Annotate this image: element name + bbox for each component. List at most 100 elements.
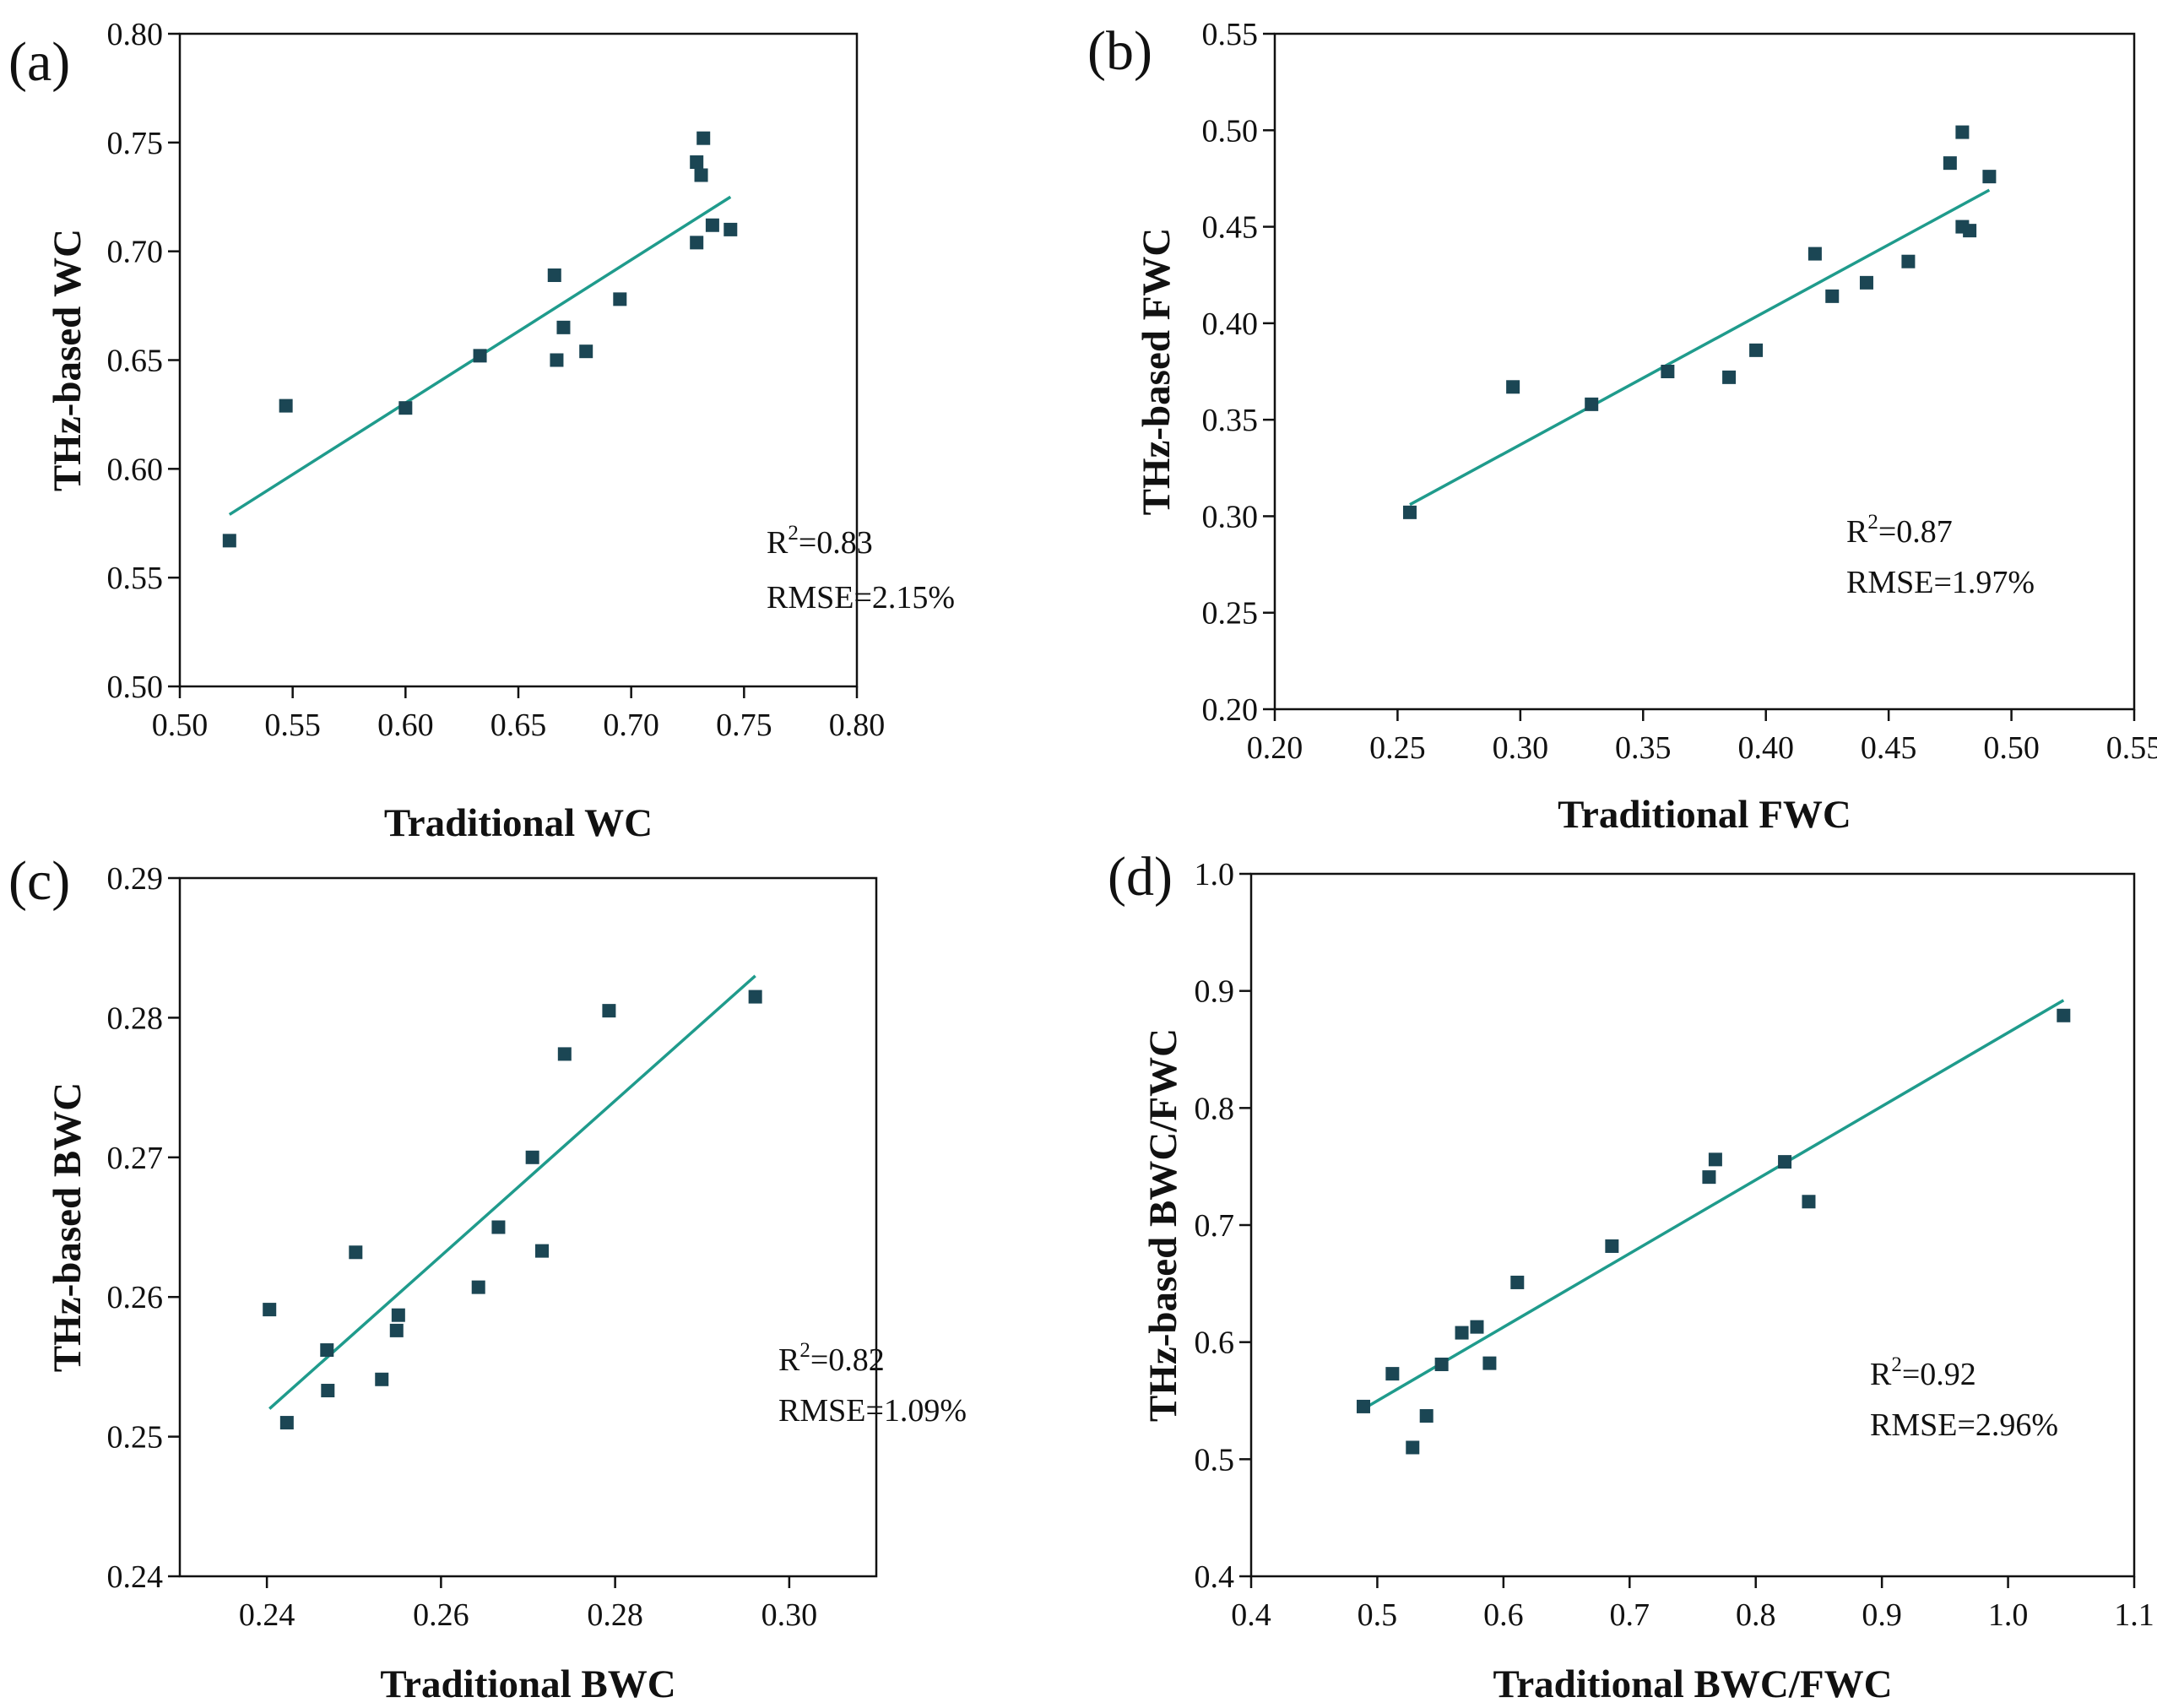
x-tick-label: 1.0	[1988, 1597, 2029, 1633]
data-point	[1955, 125, 1970, 139]
data-point	[556, 320, 571, 334]
data-point	[471, 1280, 485, 1294]
data-point	[525, 1150, 539, 1164]
data-point	[705, 218, 719, 232]
data-point	[1470, 1320, 1484, 1334]
x-tick-label: 0.80	[829, 708, 886, 743]
x-tick-label: 0.45	[1861, 730, 1917, 766]
data-point	[1506, 380, 1520, 394]
panel-label: (d)	[1108, 846, 1173, 908]
data-point	[535, 1244, 549, 1258]
x-axis-label: Traditional BWC	[380, 1662, 675, 1706]
data-point	[1807, 247, 1822, 261]
data-point	[491, 1220, 506, 1234]
data-point	[320, 1343, 334, 1358]
data-point	[550, 353, 564, 367]
data-point	[1434, 1358, 1449, 1372]
rmse-annotation: RMSE=2.96%	[1870, 1407, 2058, 1443]
data-point	[1406, 1440, 1420, 1455]
data-point	[1749, 343, 1764, 357]
x-tick-label: 0.55	[2106, 730, 2157, 766]
y-tick-label: 0.60	[107, 452, 164, 487]
x-tick-label: 0.26	[413, 1597, 469, 1633]
data-point	[547, 268, 561, 283]
data-point	[1722, 370, 1737, 384]
y-tick-label: 0.30	[1202, 499, 1259, 534]
x-tick-label: 1.1	[2114, 1597, 2154, 1633]
y-tick-label: 0.20	[1202, 692, 1259, 728]
panel-label: (c)	[8, 850, 70, 912]
y-tick-label: 0.27	[107, 1141, 164, 1176]
data-point	[1963, 224, 1977, 238]
r-squared-annotation: R2=0.83	[767, 522, 873, 561]
data-point	[690, 155, 704, 170]
y-tick-label: 0.6	[1195, 1326, 1235, 1361]
x-tick-label: 0.5	[1358, 1597, 1398, 1633]
y-tick-label: 0.50	[107, 670, 164, 705]
x-tick-label: 0.75	[716, 708, 772, 743]
data-point	[557, 1047, 572, 1061]
r-squared-annotation: R2=0.87	[1846, 511, 1953, 550]
y-tick-label: 0.5	[1195, 1442, 1235, 1478]
data-point	[696, 131, 711, 145]
x-tick-label: 0.24	[239, 1597, 295, 1633]
x-tick-label: 0.35	[1615, 730, 1672, 766]
y-tick-label: 0.70	[107, 235, 164, 270]
y-axis-label: THz-based FWC	[1135, 228, 1179, 516]
data-point	[2057, 1008, 2071, 1022]
data-point	[1778, 1155, 1792, 1169]
y-tick-label: 0.40	[1202, 306, 1259, 342]
x-tick-label: 0.50	[152, 708, 209, 743]
data-point	[398, 401, 413, 415]
y-tick-label: 0.8	[1195, 1091, 1235, 1126]
data-point	[1943, 156, 1957, 171]
data-point	[1802, 1195, 1816, 1209]
x-tick-label: 0.40	[1737, 730, 1794, 766]
data-point	[375, 1372, 389, 1386]
panel-c: 0.24 0.26 0.28 0.30 0.24 0.25 0.26 0.27 0.28 0.29…	[8, 850, 967, 1706]
y-tick-label: 0.25	[107, 1420, 164, 1456]
y-axis-label: THz-based BWC	[46, 1082, 89, 1372]
y-tick-label: 0.65	[107, 344, 164, 379]
data-point	[694, 168, 708, 182]
x-tick-label: 0.60	[377, 708, 434, 743]
x-axis-label: Traditional FWC	[1558, 793, 1851, 837]
rmse-annotation: RMSE=1.09%	[778, 1393, 967, 1429]
panels-group: 0.50 0.55 0.60 0.65 0.70 0.75 0.800.500.550.60…	[8, 17, 2157, 1706]
data-point	[1605, 1239, 1619, 1253]
fit-line	[1363, 999, 2065, 1411]
y-tick-label: 0.24	[107, 1559, 164, 1595]
x-tick-label: 0.7	[1610, 1597, 1650, 1633]
data-point	[613, 292, 627, 306]
data-point	[1702, 1170, 1716, 1185]
x-tick-label: 0.55	[264, 708, 321, 743]
y-tick-label: 0.80	[107, 17, 164, 52]
x-tick-label: 0.25	[1369, 730, 1426, 766]
data-point	[349, 1245, 363, 1260]
y-tick-label: 0.45	[1202, 210, 1259, 246]
y-tick-label: 0.9	[1195, 974, 1235, 1010]
fit-line	[1409, 188, 1991, 507]
data-point	[279, 399, 293, 413]
data-point	[321, 1384, 335, 1398]
r-squared-annotation: R2=0.82	[778, 1339, 885, 1378]
x-tick-label: 0.50	[1983, 730, 2040, 766]
x-tick-label: 0.30	[761, 1597, 818, 1633]
y-tick-label: 0.7	[1195, 1208, 1235, 1244]
data-point	[391, 1308, 405, 1322]
y-tick-label: 0.75	[107, 126, 164, 161]
x-tick-label: 0.30	[1493, 730, 1549, 766]
data-point	[279, 1416, 294, 1430]
rmse-annotation: RMSE=1.97%	[1846, 565, 2035, 600]
data-point	[1482, 1356, 1497, 1370]
panel-label: (a)	[8, 31, 70, 93]
data-point	[1402, 505, 1417, 519]
data-point	[389, 1323, 404, 1337]
data-point	[473, 349, 487, 363]
x-axis-label: Traditional WC	[384, 801, 653, 845]
x-tick-label: 0.65	[490, 708, 547, 743]
data-point	[1585, 397, 1599, 411]
y-axis-label: THz-based WC	[46, 229, 89, 491]
